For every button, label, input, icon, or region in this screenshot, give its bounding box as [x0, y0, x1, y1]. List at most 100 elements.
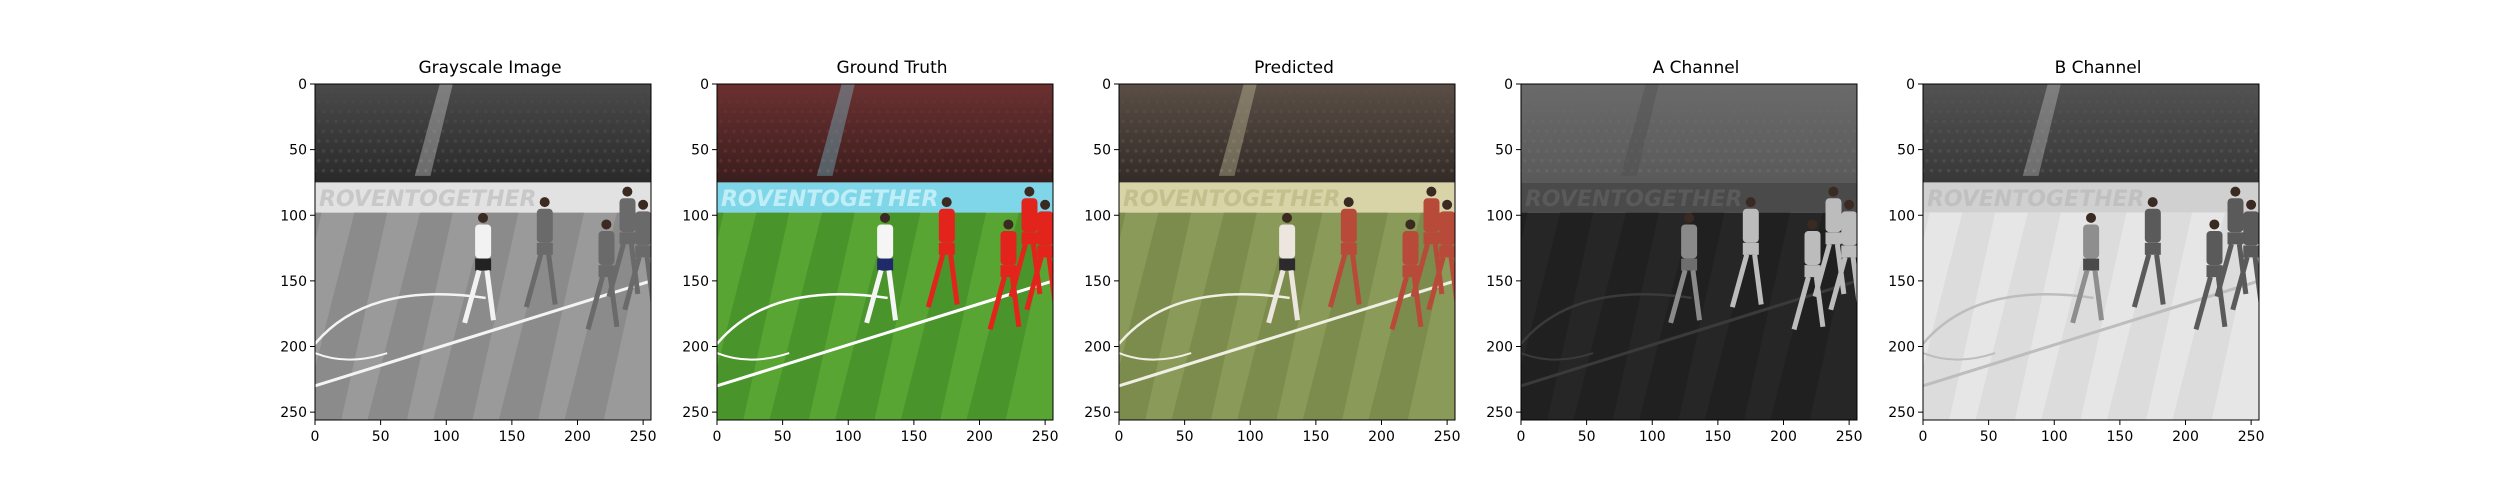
spectator [1121, 119, 1125, 124]
spectator [1817, 90, 1822, 94]
spectator [1719, 139, 1723, 143]
spectator [2074, 109, 2079, 114]
spectator [1744, 119, 1749, 124]
spectator [911, 129, 916, 134]
spectator [569, 109, 573, 114]
spectator [317, 139, 321, 143]
player-leg [1008, 243, 1028, 298]
spectator [1599, 119, 1604, 124]
spectator [843, 149, 847, 153]
player-torso [1402, 231, 1419, 265]
spectator [1390, 129, 1394, 134]
spectator [1245, 149, 1249, 153]
spectator [419, 119, 424, 124]
spectator [645, 168, 650, 173]
spectator [351, 158, 355, 163]
spectator [1270, 149, 1275, 153]
spectator [1146, 158, 1151, 163]
spectator [338, 149, 343, 153]
spectator [979, 149, 984, 153]
spectator [1142, 109, 1147, 114]
spectator [432, 168, 437, 173]
spectator [821, 99, 826, 104]
spectator [496, 158, 500, 163]
spectator [560, 109, 565, 114]
spectator [1000, 139, 1005, 143]
spectator [538, 99, 543, 104]
y-tick-label: 250 [1486, 405, 1513, 421]
spectator [1647, 149, 1651, 153]
spectator [1373, 149, 1377, 153]
spectator [1685, 158, 1689, 163]
spectator [1595, 129, 1600, 134]
spectator [1796, 99, 1800, 104]
spectator [1005, 109, 1009, 114]
spectator [1561, 90, 1566, 94]
spectator [1817, 168, 1822, 173]
spectator [1548, 139, 1553, 143]
spectator [2066, 149, 2070, 153]
spectator [1428, 158, 1432, 163]
pitch-stripe [1639, 212, 1725, 420]
spectator [1804, 119, 1809, 124]
spectator [1134, 129, 1138, 134]
spectator [2253, 90, 2258, 94]
spectator [513, 158, 517, 163]
spectator [2223, 158, 2228, 163]
spectator [1980, 109, 1985, 114]
spectator [770, 99, 774, 104]
spectator [330, 90, 334, 94]
spectator [1950, 139, 1955, 143]
spectator [513, 119, 517, 124]
spectator [1595, 90, 1600, 94]
spectator [1655, 168, 1660, 173]
spectator [1676, 99, 1681, 104]
spectator [1051, 159, 1053, 163]
spectator [1223, 119, 1228, 124]
spectator [611, 109, 616, 114]
spectator [1938, 129, 1942, 134]
spectator [2160, 109, 2164, 114]
player [2131, 197, 2166, 308]
spectator [1317, 139, 1321, 143]
spectator [2040, 109, 2045, 114]
spectator [2257, 139, 2259, 143]
spectator [415, 90, 420, 94]
spectator [1026, 139, 1030, 143]
spectator [581, 139, 586, 143]
spectator [1017, 99, 1022, 104]
spectator [2091, 109, 2096, 114]
spectator [355, 109, 360, 114]
spectator [911, 168, 916, 173]
spectator [1159, 129, 1164, 134]
spectator [2245, 90, 2249, 94]
spectator [1659, 158, 1664, 163]
spectator [1647, 168, 1651, 173]
spectator [1034, 158, 1039, 163]
spectator [1381, 90, 1386, 94]
spectator [2194, 109, 2198, 114]
spectator [445, 158, 449, 163]
spectator [2015, 90, 2019, 94]
spectator [761, 99, 766, 104]
spectator [1180, 119, 1185, 124]
spectator [1821, 119, 1826, 124]
spectator [1398, 109, 1403, 114]
spectator [1296, 149, 1300, 153]
spectator [538, 158, 543, 163]
spectator [749, 168, 753, 173]
spectator [364, 90, 368, 94]
spectator [1732, 168, 1737, 173]
spectator [834, 109, 839, 114]
spectator [556, 99, 560, 104]
spectator [1570, 109, 1574, 114]
spectator [564, 119, 569, 124]
spectator [787, 158, 791, 163]
spectator [1313, 149, 1318, 153]
spectator [1415, 149, 1420, 153]
player-leg [1791, 276, 1811, 331]
spectator [1762, 99, 1766, 104]
spectator [1783, 149, 1788, 153]
panel-predicted: Predicted ROVENTOGETHER 0 50 100 150 200 250 0 5… [1084, 0, 1494, 500]
spectator [2066, 129, 2070, 134]
